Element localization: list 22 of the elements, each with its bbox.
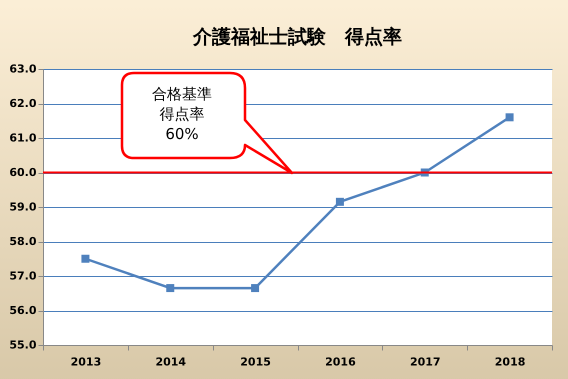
x-tick-label: 2017 — [410, 356, 441, 368]
x-tick-label: 2016 — [325, 356, 356, 368]
x-tick-label: 2014 — [155, 356, 186, 368]
y-tick-label: 60.0 — [9, 166, 37, 179]
y-tick-label: 58.0 — [9, 235, 37, 248]
point — [251, 284, 260, 292]
y-tick-label: 55.0 — [9, 338, 37, 352]
annotation: 合格基準得点率60% — [151, 84, 213, 144]
y-tick-label: 63.0 — [9, 62, 37, 76]
chart-title: 介護福祉士試験 得点率 — [192, 26, 402, 48]
point — [506, 113, 514, 122]
point — [81, 254, 90, 263]
x-tick-label: 2013 — [70, 356, 102, 368]
point — [166, 284, 174, 292]
x-tick-label: 2018 — [494, 356, 526, 368]
y-tick-label: 61.0 — [9, 132, 37, 144]
point — [336, 198, 344, 206]
x-tick-label: 2015 — [240, 356, 271, 368]
y-tick-label: 56.0 — [9, 304, 37, 317]
y-tick-label: 57.0 — [9, 270, 37, 282]
y-tick-label: 62.0 — [9, 97, 37, 110]
y-tick-label: 59.0 — [9, 200, 37, 214]
